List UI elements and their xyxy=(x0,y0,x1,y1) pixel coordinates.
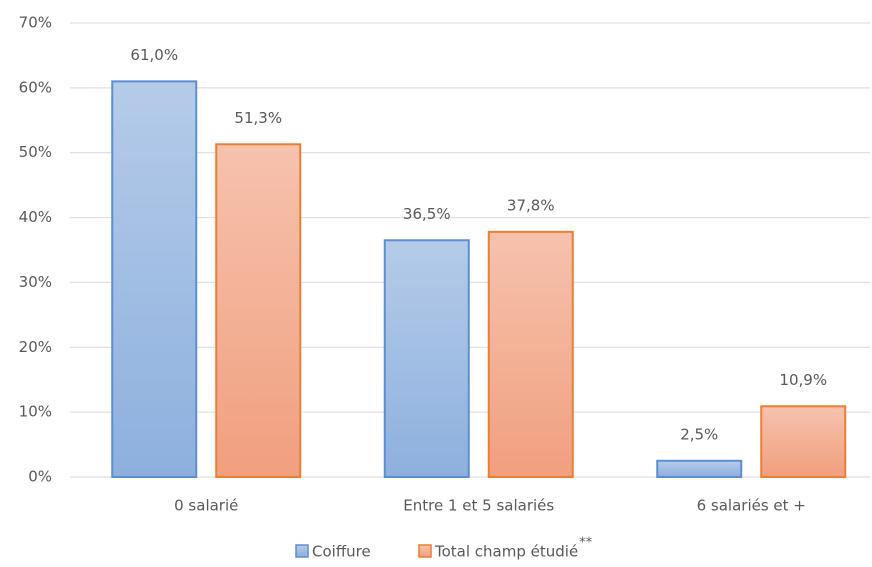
legend-label: Total champ étudié xyxy=(434,543,578,561)
legend-swatch xyxy=(295,544,309,558)
y-tick-label: 50% xyxy=(19,143,52,161)
bar xyxy=(111,80,198,478)
y-tick-label: 20% xyxy=(19,338,52,356)
bar xyxy=(383,239,470,478)
data-label: 37,8% xyxy=(507,196,555,214)
legend-label: Coiffure xyxy=(312,543,371,561)
data-label: 2,5% xyxy=(680,425,718,443)
data-label: 51,3% xyxy=(234,109,282,127)
y-tick-label: 30% xyxy=(19,273,52,291)
legend-swatch xyxy=(418,544,432,558)
legend-note: ** xyxy=(579,536,593,551)
bar xyxy=(760,405,847,479)
y-tick-label: 40% xyxy=(19,208,52,226)
x-tick-label: Entre 1 et 5 salariés xyxy=(403,497,554,515)
y-tick-label: 60% xyxy=(19,78,52,96)
x-tick-label: 6 salariés et + xyxy=(697,497,806,515)
data-label: 10,9% xyxy=(779,371,827,389)
data-label: 61,0% xyxy=(130,46,178,64)
bar xyxy=(487,230,574,478)
y-tick-label: 10% xyxy=(19,403,52,421)
y-tick-label: 0% xyxy=(28,468,52,486)
data-label: 36,5% xyxy=(403,205,451,223)
x-tick-label: 0 salarié xyxy=(174,497,238,515)
y-tick-label: 70% xyxy=(19,14,52,32)
bar xyxy=(215,143,302,478)
bar xyxy=(656,459,743,478)
